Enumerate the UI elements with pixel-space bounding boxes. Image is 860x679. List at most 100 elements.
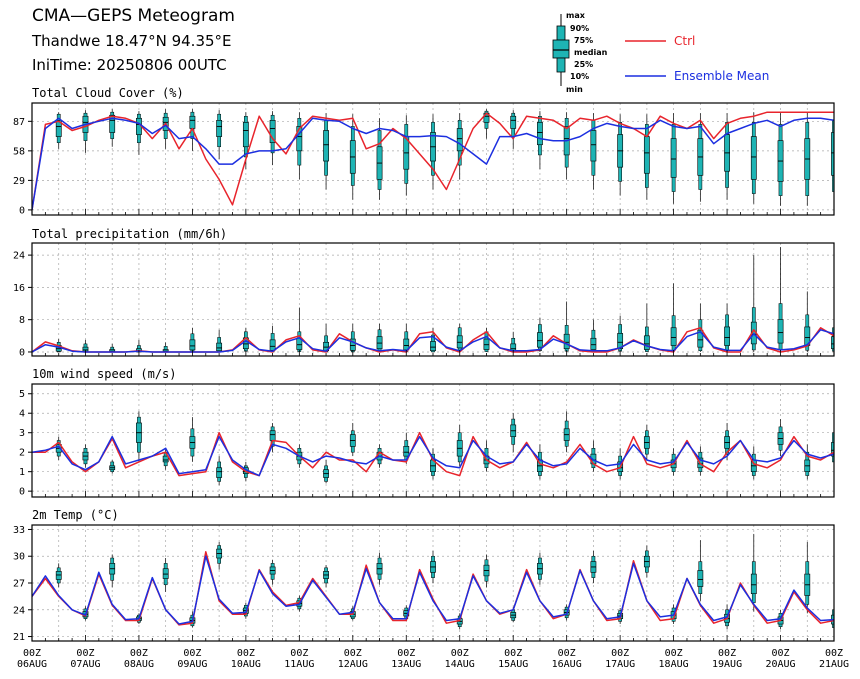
cloud-cover-panel: Total Cloud Cover (%) 0 29 58 87 xyxy=(13,86,835,216)
legend-mean-label: Ensemble Mean xyxy=(674,69,769,83)
boxplot xyxy=(430,114,436,190)
boxplot xyxy=(109,109,116,147)
boxplot xyxy=(269,559,276,585)
boxplot xyxy=(269,422,276,453)
boxplot-iqr xyxy=(189,339,196,351)
boxplot xyxy=(643,424,650,460)
boxplot xyxy=(296,112,303,180)
boxplot xyxy=(777,247,784,352)
boxplot xyxy=(510,331,517,353)
boxplot xyxy=(82,110,89,153)
boxplot-iqr xyxy=(242,122,249,148)
boxplot xyxy=(376,118,383,200)
ctrl-line xyxy=(32,111,834,211)
boxplot xyxy=(750,255,757,352)
cloud-cover-title: Total Cloud Cover (%) xyxy=(32,86,184,100)
x-tick-time: 00Z xyxy=(290,648,308,659)
x-tick-time: 00Z xyxy=(772,648,790,659)
boxplot-iqr xyxy=(697,329,704,348)
x-tick-time: 00Z xyxy=(344,648,362,659)
x-tick-date: 06AUG xyxy=(17,659,47,670)
ctrl-line xyxy=(32,327,834,353)
boxplot xyxy=(804,112,811,206)
ensemble-mean-line xyxy=(32,435,834,477)
boxplot xyxy=(831,422,834,468)
y-tick-label: 24 xyxy=(13,251,25,262)
legend-min: min xyxy=(566,85,583,94)
x-tick-time: 00Z xyxy=(23,648,41,659)
boxplot xyxy=(430,550,436,583)
boxplot xyxy=(216,329,223,353)
boxplot-iqr xyxy=(777,319,784,344)
ensemble-mean-line xyxy=(32,329,834,353)
boxplot-iqr xyxy=(750,573,757,595)
boxplot-iqr xyxy=(537,332,543,348)
y-tick-label: 24 xyxy=(13,605,25,616)
boxplot xyxy=(831,315,834,352)
y-tick-label: 4 xyxy=(19,409,25,420)
boxplot xyxy=(323,565,329,588)
x-tick-date: 19AUG xyxy=(712,659,742,670)
boxplot xyxy=(697,113,704,202)
x-tick-date: 09AUG xyxy=(177,659,207,670)
boxplot xyxy=(617,315,624,352)
boxplot-iqr xyxy=(189,115,196,129)
y-tick-label: 0 xyxy=(19,347,25,358)
boxplot xyxy=(456,323,463,352)
boxplot xyxy=(804,291,811,352)
ensemble-mean-line xyxy=(32,555,834,625)
x-tick-time: 00Z xyxy=(76,648,94,659)
x-tick-date: 20AUG xyxy=(765,659,795,670)
y-tick-label: 21 xyxy=(13,632,25,643)
boxplot-iqr xyxy=(831,132,834,176)
legend-median: median xyxy=(574,48,608,57)
legend-p25: 25% xyxy=(574,60,593,69)
boxplot xyxy=(162,558,169,592)
boxplot xyxy=(349,422,356,457)
legend-p75: 75% xyxy=(574,36,593,45)
boxplot-iqr xyxy=(724,326,730,346)
y-tick-label: 3 xyxy=(19,428,25,439)
boxplot xyxy=(162,342,169,353)
boxplot xyxy=(697,540,704,601)
x-tick-date: 17AUG xyxy=(605,659,635,670)
boxplot xyxy=(590,440,597,472)
boxplot xyxy=(162,448,169,470)
boxplot xyxy=(537,111,543,170)
x-tick-time: 00Z xyxy=(183,648,201,659)
legend-max: max xyxy=(566,11,586,20)
wind-speed-title: 10m wind speed (m/s) xyxy=(32,367,177,381)
boxplot-iqr xyxy=(750,136,757,180)
y-tick-label: 0 xyxy=(19,205,25,216)
boxplot xyxy=(724,113,730,200)
boxplot xyxy=(563,112,570,180)
x-tick-time: 00Z xyxy=(718,648,736,659)
boxplot xyxy=(804,541,811,614)
x-tick-time: 00Z xyxy=(397,648,415,659)
boxplot xyxy=(590,113,597,190)
boxplot xyxy=(323,113,329,190)
ctrl-line xyxy=(32,431,834,477)
boxplot-iqr xyxy=(162,455,169,463)
x-tick-date: 13AUG xyxy=(391,659,421,670)
boxplot xyxy=(269,325,276,353)
boxplot xyxy=(777,113,784,206)
meteogram-title: CMA—GEPS Meteogram xyxy=(32,6,235,26)
boxplot xyxy=(670,113,677,204)
x-tick-date: 11AUG xyxy=(284,659,314,670)
legend: max 90% 75% median 25% 10% min Ctrl Ense… xyxy=(552,11,769,94)
boxplot-iqr xyxy=(55,120,62,137)
boxplot-iqr xyxy=(831,336,834,350)
boxplot-iqr xyxy=(590,130,597,162)
y-tick-label: 29 xyxy=(13,176,25,187)
y-tick-label: 16 xyxy=(13,283,25,294)
boxplot xyxy=(189,417,196,462)
x-tick-date: 21AUG xyxy=(819,659,849,670)
y-tick-label: 58 xyxy=(13,146,25,157)
boxplot xyxy=(804,444,811,480)
boxplot xyxy=(831,112,834,204)
boxplot xyxy=(643,545,650,578)
x-tick-time: 00Z xyxy=(665,648,683,659)
boxplot-iqr xyxy=(617,333,624,350)
